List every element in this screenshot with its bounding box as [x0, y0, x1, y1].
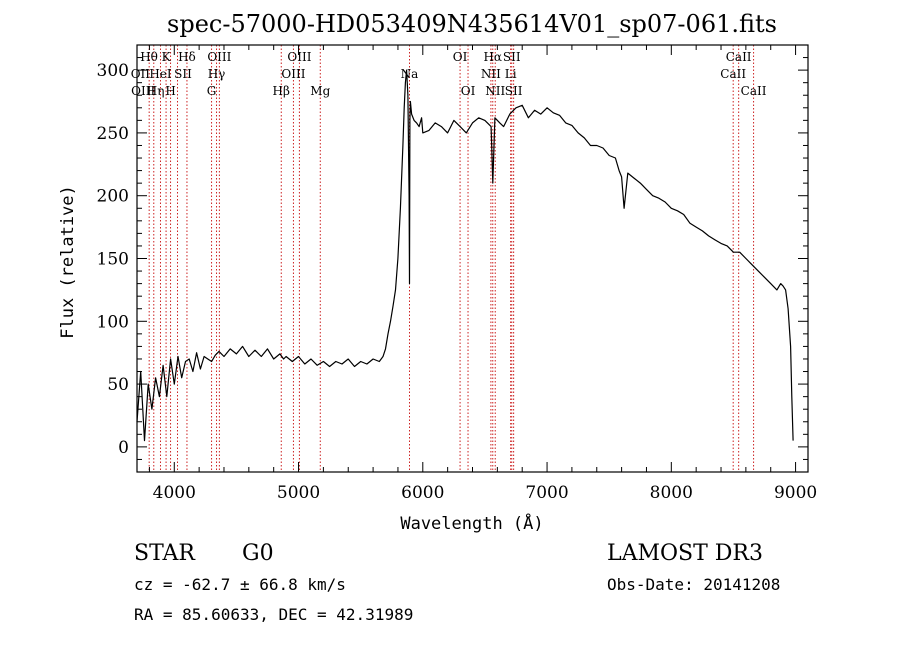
line-label-18: OI: [461, 84, 476, 98]
line-label-11: G: [207, 84, 217, 98]
y-tick-label-6: 300: [97, 61, 129, 81]
survey-name: LAMOST DR3: [607, 541, 763, 566]
axis-layer: 4000 5000 6000 7000 8000 9000 0 50 100 150 200 250 3…: [97, 44, 817, 503]
line-label-21: NII: [481, 67, 501, 81]
x-tick-label-0: 4000: [153, 483, 196, 503]
line-label-7: Hδ: [178, 50, 196, 64]
y-tick-label-2: 100: [97, 312, 129, 332]
data-layer: [136, 69, 794, 442]
object-class: STAR: [134, 541, 196, 566]
line-label-27: CaII: [741, 84, 767, 98]
line-label-12: OIII: [287, 50, 311, 64]
chart-title: spec-57000-HD053409N435614V01_sp07-061.f…: [167, 10, 777, 38]
plot-frame: [136, 44, 809, 473]
y-tick-label-3: 150: [97, 250, 129, 270]
line-label-3: K: [162, 50, 172, 64]
coordinates: RA = 85.60633, DEC = 42.31989: [134, 605, 413, 624]
line-label-20: SII: [503, 50, 521, 64]
line-label-22: Li: [505, 67, 517, 81]
line-label-24: SII: [505, 84, 523, 98]
y-tick-label-5: 250: [97, 124, 129, 144]
x-tick-label-5: 9000: [774, 483, 817, 503]
line-label-8: SII: [174, 67, 192, 81]
obs-date: Obs-Date: 20141208: [607, 575, 780, 594]
x-tick-label-4: 8000: [650, 483, 693, 503]
x-axis-title: Wavelength (Å): [400, 512, 543, 534]
line-label-4: HeI: [149, 67, 172, 81]
line-label-6: H: [165, 84, 175, 98]
y-axis-title: Flux (relative): [58, 185, 78, 339]
line-label-15: Mg: [310, 84, 330, 98]
line-label-10: Hγ: [208, 67, 226, 81]
line-label-13: OIII: [281, 67, 305, 81]
x-tick-label-3: 7000: [525, 483, 568, 503]
line-label-26: CaII: [720, 67, 746, 81]
line-label-25: CaII: [726, 50, 752, 64]
y-tick-label-4: 200: [97, 187, 129, 207]
redshift-value: cz = -62.7 ± 66.8 km/s: [134, 575, 346, 594]
line-label-1: OII: [131, 67, 151, 81]
spectrum-series-line: [136, 69, 794, 442]
line-label-14: Hβ: [273, 84, 290, 98]
line-label-16: Na: [401, 67, 419, 81]
line-marker-layer: [148, 45, 755, 472]
info-block: STAR G0 LAMOST DR3 cz = -62.7 ± 66.8 km/…: [134, 541, 780, 624]
x-tick-label-1: 5000: [277, 483, 320, 503]
y-tick-label-1: 50: [107, 375, 129, 395]
object-subclass: G0: [242, 541, 274, 566]
line-label-17: OI: [453, 50, 468, 64]
line-label-19: Hα: [483, 50, 502, 64]
line-label-0: Hθ: [140, 50, 158, 64]
x-tick-label-2: 6000: [401, 483, 444, 503]
y-tick-label-0: 0: [118, 438, 129, 458]
line-label-9: OIII: [207, 50, 231, 64]
line-label-23: NII: [485, 84, 505, 98]
line-label-5: Hη: [147, 84, 165, 98]
